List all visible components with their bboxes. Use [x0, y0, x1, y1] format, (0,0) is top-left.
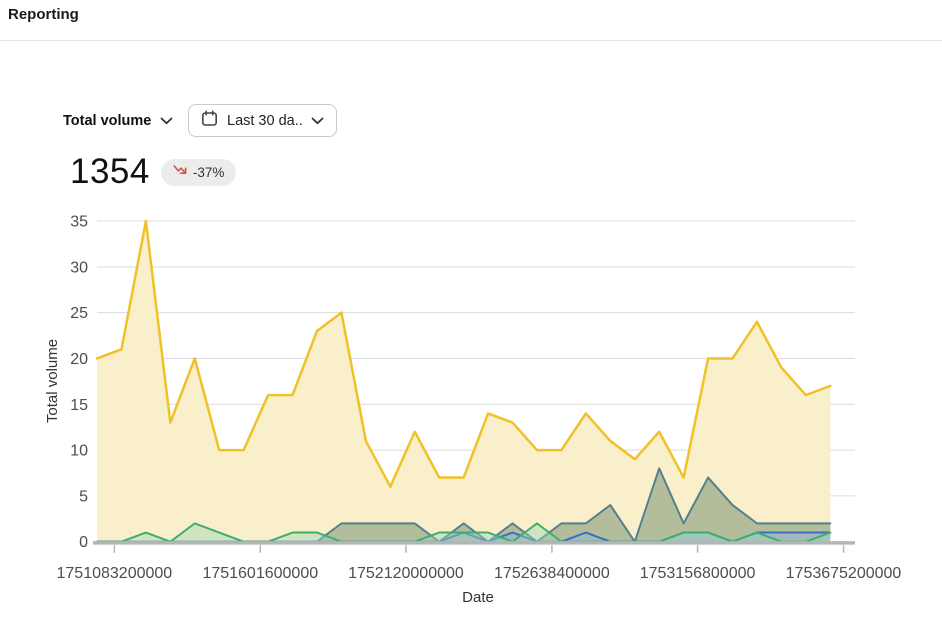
chevron-down-icon [311, 112, 324, 130]
y-tick-label: 0 [79, 534, 88, 551]
date-range-label: Last 30 da... [227, 112, 302, 129]
area-chart: 0 5 10 15 20 25 30 35 1751083200000 1751601600000… [0, 200, 942, 634]
page-title: Reporting [8, 6, 79, 23]
x-tick-label: 1751083200000 [57, 565, 173, 582]
chart-controls: Total volume Last 30 da... [63, 104, 337, 138]
trend-down-arrow-icon [173, 163, 188, 181]
chart-svg: 0 5 10 15 20 25 30 35 1751083200000 1751601600000… [44, 214, 902, 607]
x-tick-label: 1752120000000 [348, 565, 464, 582]
y-tick-label: 30 [70, 259, 88, 276]
x-tick-label: 1752638400000 [494, 565, 610, 582]
metric-selector-label: Total volume [63, 113, 152, 129]
y-tick-label: 15 [70, 397, 88, 414]
metric-selector-dropdown[interactable]: Total volume [63, 112, 173, 130]
calendar-icon [201, 109, 218, 132]
x-axis-title: Date [462, 589, 494, 606]
y-tick-label: 10 [70, 443, 88, 460]
y-tick-label: 35 [70, 214, 88, 231]
series-line-series-green [96, 522, 832, 543]
header-divider [0, 40, 942, 41]
date-range-button[interactable]: Last 30 da... [188, 104, 337, 137]
trend-badge: -37% [160, 158, 237, 186]
y-tick-label: 20 [70, 351, 88, 368]
metric-summary: 1354 -37% [70, 152, 237, 192]
total-volume-value: 1354 [70, 152, 150, 191]
series-area-series-blue [97, 532, 831, 542]
series-area-total-volume [97, 221, 831, 542]
x-tick-label: 1751601600000 [202, 565, 318, 582]
y-axis-title: Total volume [44, 339, 61, 423]
x-tick-label: 1753675200000 [786, 565, 902, 582]
chart-generated: 0 5 10 15 20 25 30 35 1751083200000 1751601600000… [57, 214, 902, 583]
y-tick-label: 5 [79, 488, 88, 505]
y-tick-label: 25 [70, 305, 88, 322]
chevron-down-icon [160, 112, 173, 130]
series-line-total-volume [95, 219, 832, 488]
series-area-series-slate [97, 468, 831, 542]
x-tick-label: 1753156800000 [640, 565, 756, 582]
trend-percentage: -37% [192, 164, 225, 180]
